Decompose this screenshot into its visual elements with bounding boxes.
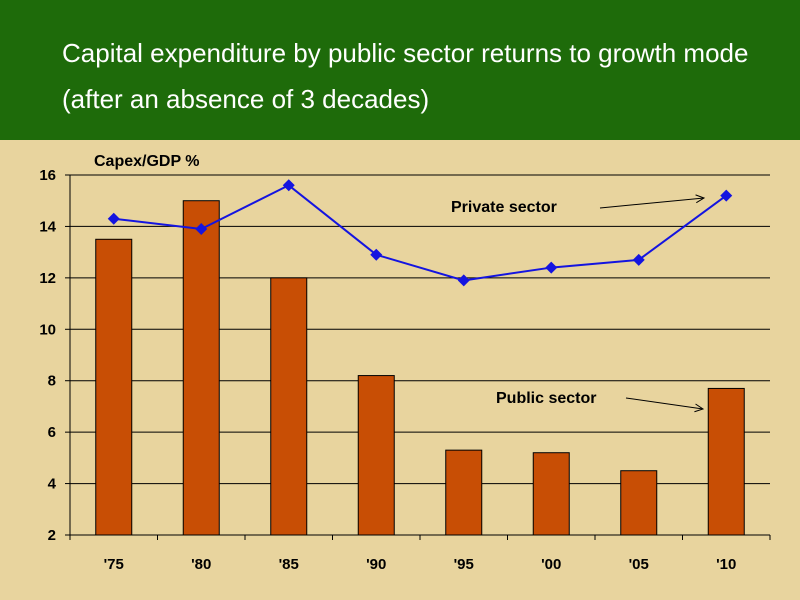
bar-public: [707, 387, 745, 536]
annotation-private-sector: Private sector: [451, 199, 557, 216]
bar-public: [445, 449, 483, 536]
point-private: [282, 179, 295, 192]
y-tick-label: 4: [48, 476, 57, 493]
bar-public: [532, 452, 570, 536]
y-tick-label: 2: [48, 527, 56, 544]
capex-chart: Capex/GDP % 2 4 6 8 10 12 14 16 '75 '80 '85 '90 '95…: [39, 153, 771, 573]
x-tick-label: '10: [716, 556, 736, 573]
slide-title: Capital expenditure by public sector ret…: [62, 38, 749, 114]
point-private: [632, 253, 645, 266]
x-tick-label: '00: [541, 556, 561, 573]
annotation-arrow: [599, 197, 705, 209]
y-axis-label: Capex/GDP %: [94, 153, 200, 170]
x-tick-label: '80: [191, 556, 211, 573]
x-tick-label: '75: [104, 556, 124, 573]
y-tick-label: 12: [39, 270, 56, 287]
y-tick-label: 16: [39, 167, 56, 184]
x-tick-label: '95: [454, 556, 474, 573]
y-tick-label: 6: [48, 424, 56, 441]
axes: [65, 174, 771, 540]
annotation-public-sector: Public sector: [496, 390, 596, 407]
x-tick-label: '05: [629, 556, 649, 573]
x-tick-label: '85: [279, 556, 299, 573]
bar-public: [357, 375, 395, 536]
point-private: [370, 248, 383, 261]
y-tick-labels: 2 4 6 8 10 12 14 16: [39, 167, 56, 544]
point-private: [720, 189, 733, 202]
gridlines: [70, 174, 770, 485]
point-private: [195, 223, 208, 235]
title-bar: [0, 0, 800, 140]
annotation-arrow: [625, 397, 704, 410]
bar-public: [270, 277, 308, 536]
point-private: [457, 274, 470, 287]
x-tick-labels: '75 '80 '85 '90 '95 '00 '05 '10: [104, 556, 737, 573]
line-series-private: [107, 179, 733, 287]
bar-public: [620, 470, 658, 536]
line-private: [113, 184, 727, 282]
point-private: [107, 212, 120, 225]
bar-series-public: [95, 200, 745, 536]
y-tick-label: 14: [39, 218, 56, 235]
point-private: [545, 261, 558, 274]
annotation-arrowhead: [694, 403, 705, 413]
y-tick-label: 10: [39, 321, 56, 338]
annotation-arrowhead: [695, 194, 706, 204]
bar-public: [182, 200, 220, 536]
x-tick-label: '90: [366, 556, 386, 573]
bar-public: [95, 238, 133, 536]
y-tick-label: 8: [48, 373, 56, 390]
annotations: Private sector Public sector: [451, 194, 706, 413]
